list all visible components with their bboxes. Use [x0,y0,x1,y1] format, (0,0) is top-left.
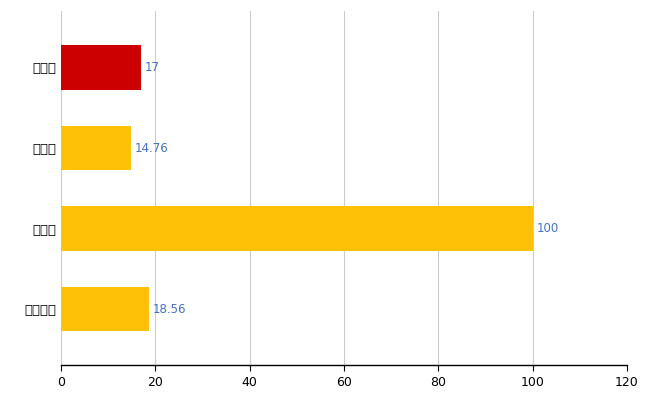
Text: 17: 17 [145,61,160,74]
Text: 18.56: 18.56 [152,302,186,316]
Text: 100: 100 [536,222,559,235]
Bar [61,206,532,251]
Bar [61,45,141,90]
Bar [61,287,148,331]
Bar [61,126,131,170]
Text: 14.76: 14.76 [135,142,168,154]
